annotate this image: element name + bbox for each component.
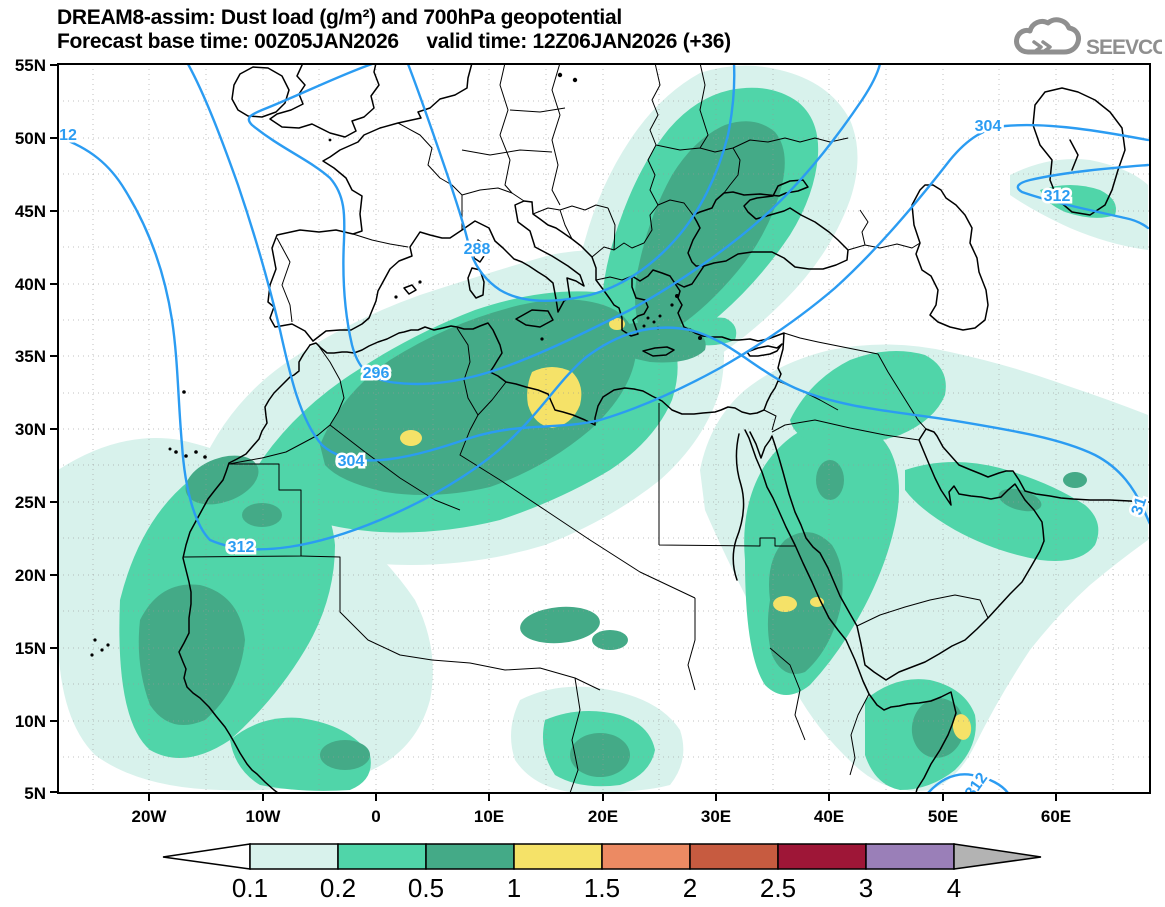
y-tick-label: 55N xyxy=(15,56,46,75)
coastlines xyxy=(90,64,1150,793)
colorbar-label: 0.5 xyxy=(408,873,444,903)
cloud-icon xyxy=(1014,17,1081,55)
x-tick-label: 10W xyxy=(246,807,282,826)
colorbar-segment xyxy=(777,843,867,870)
y-tick-label: 10N xyxy=(15,712,46,731)
seevccc-logo: SEEVCCC xyxy=(1014,17,1162,59)
geopotential-contours xyxy=(58,64,1150,793)
x-tick-label: 40E xyxy=(814,807,844,826)
y-axis-labels: 55N 50N 45N 40N 35N 30N 25N 20N 15N 10N … xyxy=(15,56,46,803)
x-tick-label: 50E xyxy=(928,807,958,826)
colorbar-segment xyxy=(689,843,779,870)
chart-title: DREAM8-assim: Dust load (g/m²) and 700hP… xyxy=(57,6,622,29)
colorbar-segment xyxy=(865,843,955,870)
colorbar-segment xyxy=(513,843,603,870)
colorbar-label: 2.5 xyxy=(760,873,796,903)
axis-ticks xyxy=(50,64,1057,801)
x-axis-labels: 20W 10W 0 10E 20E 30E 40E 50E 60E xyxy=(132,807,1072,826)
y-tick-label: 35N xyxy=(15,347,46,366)
logo-text: SEEVCCC xyxy=(1086,36,1162,59)
contour-label-312-left-edge: 12 xyxy=(59,127,77,144)
colorbar-right-arrow xyxy=(953,843,1042,870)
colorbar-label: 1 xyxy=(507,873,521,903)
y-tick-label: 50N xyxy=(15,129,46,148)
colorbar-segment xyxy=(337,843,427,870)
x-tick-label: 30E xyxy=(701,807,731,826)
colorbar-label: 1.5 xyxy=(584,873,620,903)
x-tick-label: 60E xyxy=(1041,807,1071,826)
dust-layer-0.5 xyxy=(138,121,1087,777)
y-tick-label: 5N xyxy=(24,784,46,803)
x-tick-label: 0 xyxy=(371,807,380,826)
chart-header: DREAM8-assim: Dust load (g/m²) and 700hP… xyxy=(57,6,731,54)
colorbar-left-arrow xyxy=(162,843,251,870)
colorbar-segment xyxy=(601,843,691,870)
small-islands xyxy=(90,72,702,657)
y-tick-label: 20N xyxy=(15,566,46,585)
y-tick-label: 30N xyxy=(15,420,46,439)
chart-subtitle: Forecast base time: 00Z05JAN2026 valid t… xyxy=(57,30,731,53)
colorbar-label: 4 xyxy=(947,873,961,903)
y-tick-label: 25N xyxy=(15,493,46,512)
x-tick-label: 20W xyxy=(132,807,168,826)
y-tick-label: 15N xyxy=(15,639,46,658)
colorbar-label: 0.1 xyxy=(232,873,268,903)
x-tick-label: 20E xyxy=(588,807,618,826)
contour-label-312-west: 312 xyxy=(228,539,255,556)
contour-label-312-northeast: 312 xyxy=(1044,188,1071,205)
y-tick-label: 45N xyxy=(15,202,46,221)
colorbar-labels: 0.1 0.2 0.5 1 1.5 2 2.5 3 4 xyxy=(232,873,961,903)
colorbar-segment xyxy=(249,843,339,870)
map-frame xyxy=(50,63,1151,801)
contour-label-288: 288 xyxy=(464,241,491,258)
colorbar-label: 3 xyxy=(859,873,873,903)
colorbar-label: 0.2 xyxy=(320,873,356,903)
y-tick-label: 40N xyxy=(15,275,46,294)
contour-label-304-east: 304 xyxy=(975,118,1002,135)
colorbar-label: 2 xyxy=(683,873,697,903)
x-tick-label: 10E xyxy=(474,807,504,826)
colorbar: 0.1 0.2 0.5 1 1.5 2 2.5 3 4 xyxy=(162,843,1042,903)
contour-label-312-right-edge: 31 xyxy=(1129,495,1151,517)
country-borders xyxy=(183,64,989,793)
contour-label-304-west: 304 xyxy=(338,453,365,470)
contour-label-296: 296 xyxy=(363,365,390,382)
colorbar-segment xyxy=(425,843,515,870)
